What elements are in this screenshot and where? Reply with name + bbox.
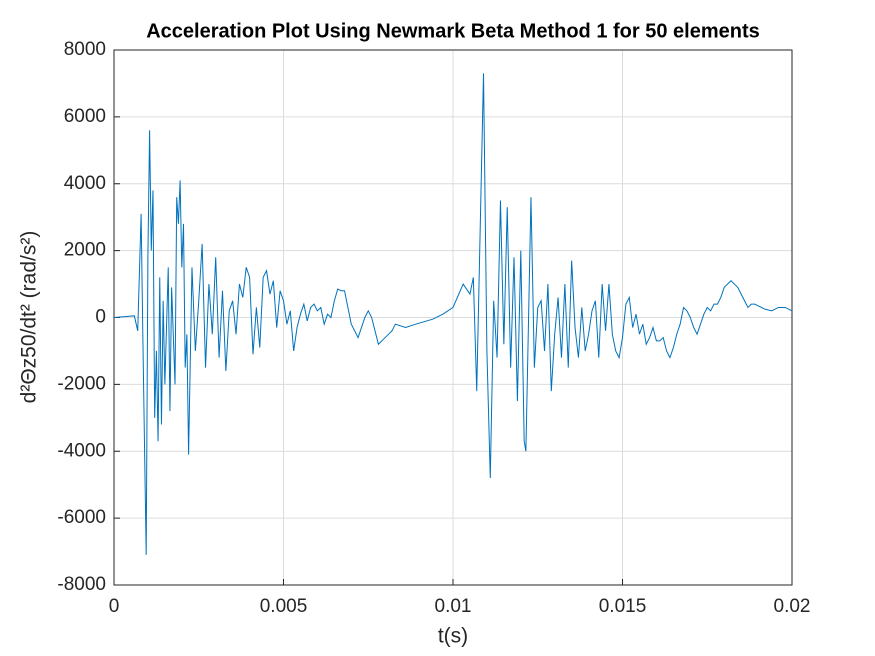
y-tick-label: -8000: [57, 574, 106, 595]
y-tick-label: -4000: [57, 440, 106, 461]
y-tick-label: 0: [95, 307, 106, 328]
x-tick-label: 0.02: [774, 596, 811, 617]
data-line: [113, 73, 793, 555]
x-tick-label: 0.015: [599, 596, 647, 617]
x-tick-label: 0: [109, 596, 120, 617]
y-axis-label: d²Θz50/dt² (rad/s²): [18, 231, 41, 404]
y-tick-label: 6000: [64, 106, 106, 127]
y-tick-label: 4000: [64, 173, 106, 194]
chart-title: Acceleration Plot Using Newmark Beta Met…: [146, 20, 760, 42]
y-tick-label: -6000: [57, 507, 106, 528]
x-tick-label: 0.005: [260, 596, 308, 617]
y-tick-label: -2000: [57, 373, 106, 394]
y-tick-label: 2000: [64, 240, 106, 261]
y-tick-label: 8000: [64, 39, 106, 60]
x-axis-label: t(s): [438, 625, 468, 648]
x-tick-label: 0.01: [435, 596, 472, 617]
